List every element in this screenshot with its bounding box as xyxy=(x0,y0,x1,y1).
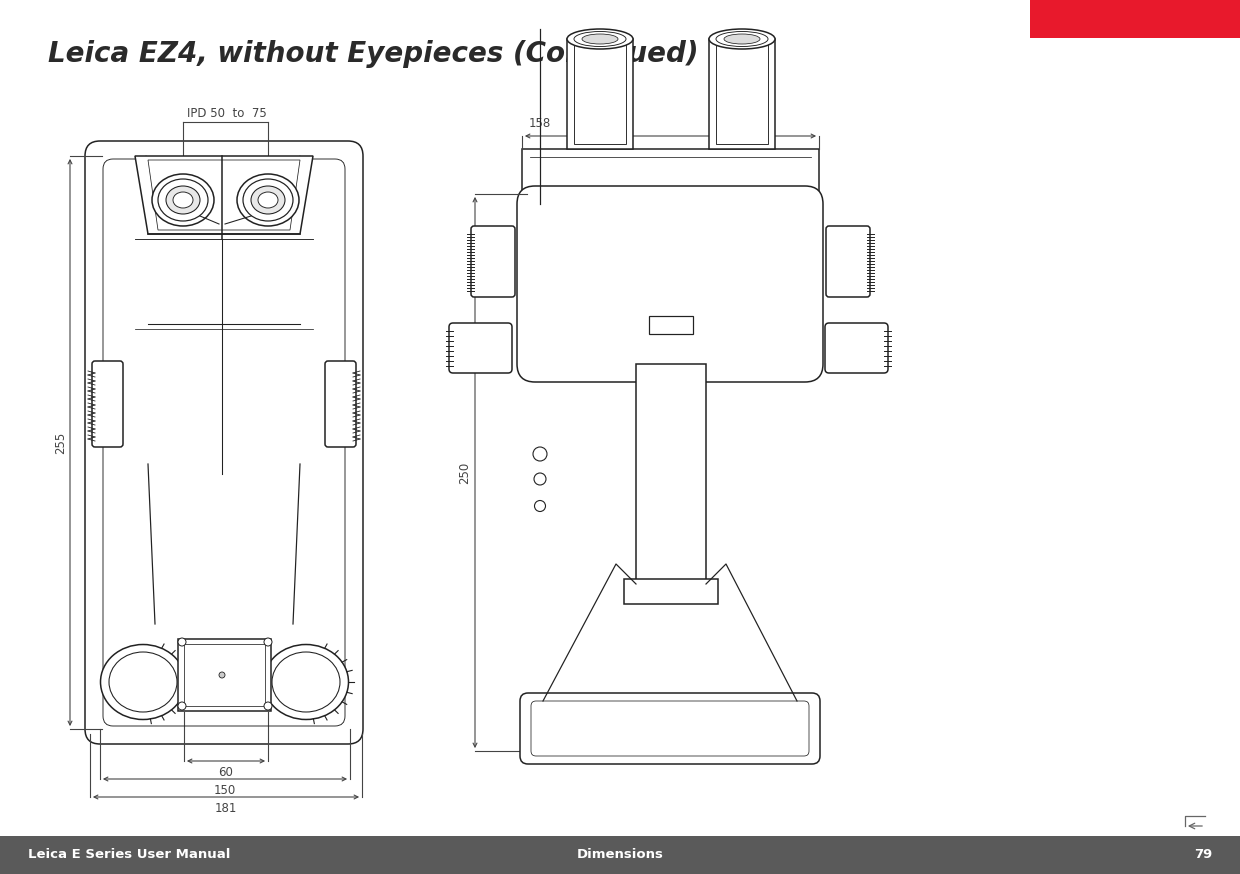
Ellipse shape xyxy=(709,29,775,49)
Bar xyxy=(0,836,1240,874)
Bar xyxy=(567,39,632,149)
Bar xyxy=(624,579,718,604)
FancyBboxPatch shape xyxy=(92,361,123,447)
Ellipse shape xyxy=(243,179,293,221)
Ellipse shape xyxy=(582,34,618,44)
Text: 158: 158 xyxy=(529,117,551,130)
Circle shape xyxy=(179,638,186,646)
Circle shape xyxy=(533,447,547,461)
FancyBboxPatch shape xyxy=(449,323,512,373)
Ellipse shape xyxy=(258,192,278,208)
Bar xyxy=(636,364,706,584)
Ellipse shape xyxy=(237,174,299,226)
Text: 250: 250 xyxy=(459,461,471,483)
Circle shape xyxy=(534,473,546,485)
Ellipse shape xyxy=(574,31,626,46)
Ellipse shape xyxy=(157,179,208,221)
Ellipse shape xyxy=(567,29,632,49)
Text: 150: 150 xyxy=(213,784,236,797)
Ellipse shape xyxy=(715,31,768,46)
Text: Leica EZ4, without Eyepieces (Continued): Leica EZ4, without Eyepieces (Continued) xyxy=(48,40,698,68)
FancyBboxPatch shape xyxy=(826,226,870,297)
Text: 79: 79 xyxy=(1194,849,1211,862)
FancyBboxPatch shape xyxy=(520,693,820,764)
FancyBboxPatch shape xyxy=(86,141,363,744)
Ellipse shape xyxy=(109,652,177,712)
Circle shape xyxy=(264,638,272,646)
FancyBboxPatch shape xyxy=(531,701,808,756)
Ellipse shape xyxy=(263,644,348,719)
Ellipse shape xyxy=(724,34,760,44)
Text: 60: 60 xyxy=(218,766,233,779)
Bar xyxy=(1030,0,1240,38)
Circle shape xyxy=(219,672,224,678)
Bar xyxy=(522,149,818,204)
Circle shape xyxy=(179,702,186,710)
FancyBboxPatch shape xyxy=(471,226,515,297)
Bar xyxy=(184,644,265,706)
FancyBboxPatch shape xyxy=(825,323,888,373)
Text: 255: 255 xyxy=(55,432,67,454)
Text: 181: 181 xyxy=(215,802,237,815)
Ellipse shape xyxy=(100,644,186,719)
Text: Dimensions: Dimensions xyxy=(577,849,663,862)
FancyBboxPatch shape xyxy=(325,361,356,447)
FancyBboxPatch shape xyxy=(517,186,823,382)
Ellipse shape xyxy=(250,186,285,214)
Bar xyxy=(715,39,768,144)
Bar xyxy=(649,316,693,334)
Circle shape xyxy=(264,702,272,710)
Ellipse shape xyxy=(272,652,340,712)
Circle shape xyxy=(534,501,546,511)
Polygon shape xyxy=(135,156,312,234)
Text: IPD 50  to  75: IPD 50 to 75 xyxy=(187,107,267,120)
Bar xyxy=(574,39,626,144)
Text: Leica E Series User Manual: Leica E Series User Manual xyxy=(29,849,231,862)
Bar xyxy=(709,39,775,149)
Bar xyxy=(179,639,272,711)
Ellipse shape xyxy=(174,192,193,208)
Ellipse shape xyxy=(166,186,200,214)
Ellipse shape xyxy=(153,174,215,226)
